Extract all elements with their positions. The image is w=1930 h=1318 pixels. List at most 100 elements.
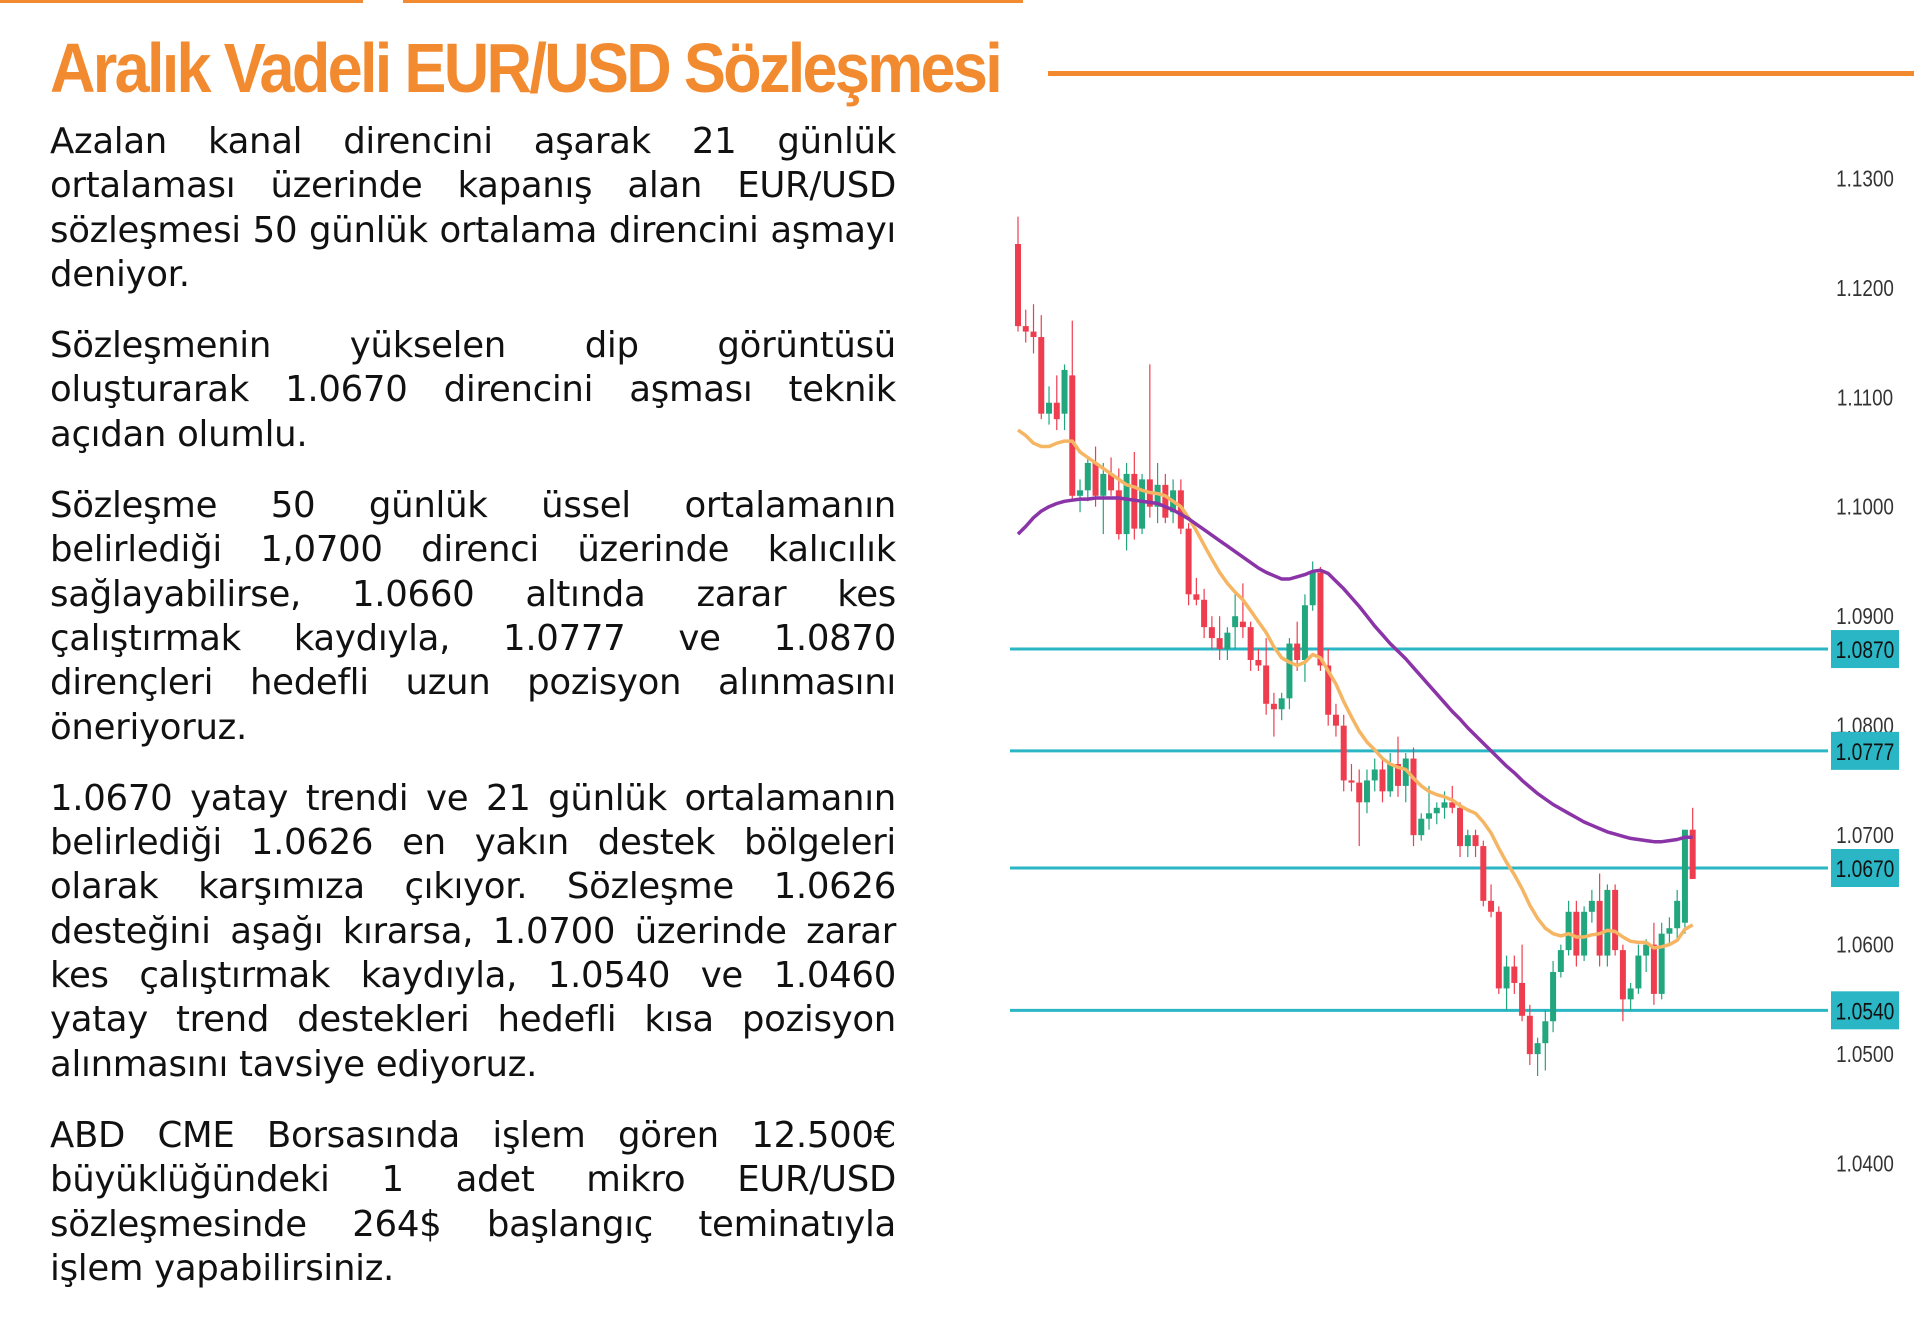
candle-body bbox=[1084, 462, 1091, 491]
candle-body bbox=[1681, 829, 1688, 923]
candle-body bbox=[1394, 764, 1401, 786]
candle-body bbox=[1426, 813, 1433, 819]
candle-body bbox=[1433, 807, 1440, 814]
candle-body bbox=[1674, 900, 1681, 929]
candle-body bbox=[1108, 473, 1115, 491]
candle-body bbox=[1604, 889, 1611, 956]
y-tick-label: 1.0900 bbox=[1836, 605, 1894, 630]
candle-body bbox=[1053, 402, 1060, 420]
candle-body bbox=[1309, 572, 1316, 606]
candle-body bbox=[1363, 780, 1370, 803]
candle-body bbox=[1263, 665, 1270, 704]
level-label: 1.0670 bbox=[1836, 855, 1895, 883]
candle-body bbox=[1356, 782, 1363, 803]
top-accent-left bbox=[0, 0, 363, 3]
candle-body bbox=[1441, 802, 1448, 808]
candle-body bbox=[1371, 769, 1378, 781]
candle-body bbox=[1239, 621, 1246, 628]
candle-body bbox=[1542, 1021, 1549, 1044]
candle-body bbox=[1565, 911, 1572, 951]
candle-body bbox=[1255, 660, 1262, 666]
candle-body bbox=[1046, 402, 1053, 414]
candle-body bbox=[1340, 725, 1347, 781]
level-label: 1.0540 bbox=[1836, 997, 1895, 1025]
candle-body bbox=[1581, 911, 1588, 956]
candle-body bbox=[1550, 972, 1557, 1022]
y-tick-label: 1.0700 bbox=[1836, 823, 1894, 848]
level-label: 1.0870 bbox=[1836, 636, 1895, 664]
candle-body bbox=[1348, 780, 1355, 783]
candle-body bbox=[1069, 375, 1076, 496]
candle-body bbox=[1387, 764, 1394, 792]
candle-body bbox=[1139, 479, 1146, 529]
candle-body bbox=[1332, 714, 1339, 726]
candle-body bbox=[1100, 473, 1107, 496]
candle-body bbox=[1588, 900, 1595, 912]
candle-body bbox=[1418, 818, 1425, 836]
ema50-line bbox=[1016, 496, 1693, 844]
top-accent-right bbox=[403, 0, 1023, 3]
candle-body bbox=[1185, 528, 1192, 595]
page-title: Aralık Vadeli EUR/USD Sözleşmesi bbox=[50, 29, 1003, 107]
paragraph: 1.0670 yatay trendi ve 21 günlük ortalam… bbox=[50, 777, 896, 1085]
candle-body bbox=[1534, 1043, 1541, 1055]
candle-body bbox=[1472, 835, 1479, 847]
candle-body bbox=[1193, 594, 1200, 600]
candle-body bbox=[1643, 944, 1650, 956]
candle-body bbox=[1201, 599, 1208, 628]
candle-body bbox=[1208, 627, 1215, 639]
candle-body bbox=[1596, 900, 1603, 956]
candle-body bbox=[1573, 911, 1580, 956]
candle-body bbox=[1658, 933, 1665, 994]
candle-body bbox=[1278, 698, 1285, 710]
candle-body bbox=[1294, 643, 1301, 660]
y-tick-label: 1.1100 bbox=[1837, 386, 1893, 411]
level-label-bg bbox=[1831, 849, 1899, 887]
eurusd-candlestick-chart: 1.13001.12001.11001.10001.09001.08001.07… bbox=[1010, 167, 1899, 1177]
candle-body bbox=[1526, 1015, 1533, 1055]
candle-body bbox=[1015, 244, 1021, 327]
candle-body bbox=[1038, 337, 1045, 414]
candle-body bbox=[1488, 900, 1495, 912]
candle-body bbox=[1627, 988, 1634, 1000]
candle-body bbox=[1666, 928, 1673, 934]
candle-body bbox=[1123, 473, 1130, 535]
candle-body bbox=[1464, 835, 1471, 847]
candle-body bbox=[1286, 643, 1293, 699]
candle-body bbox=[1495, 911, 1502, 989]
y-tick-label: 1.1000 bbox=[1836, 495, 1894, 520]
candle-body bbox=[1301, 605, 1308, 660]
candle-body bbox=[1061, 369, 1068, 414]
paragraph: Sözleşme 50 günlük üssel ortalamanın bel… bbox=[50, 485, 896, 748]
paragraph: Azalan kanal direncini aşarak 21 günlük … bbox=[50, 121, 896, 295]
y-tick-label: 1.0400 bbox=[1836, 1152, 1894, 1177]
candle-body bbox=[1325, 665, 1332, 715]
y-tick-label: 1.1200 bbox=[1836, 276, 1894, 301]
candle-body bbox=[1224, 632, 1231, 650]
candle-body bbox=[1457, 807, 1464, 847]
candle-body bbox=[1270, 703, 1277, 710]
candle-body bbox=[1612, 889, 1619, 951]
candle-body bbox=[1689, 829, 1696, 879]
candle-body bbox=[1650, 944, 1657, 994]
candle-body bbox=[1030, 331, 1037, 338]
ema21-line bbox=[1016, 428, 1694, 950]
candle-body bbox=[1379, 769, 1386, 792]
candle-body bbox=[1635, 955, 1642, 989]
y-tick-label: 1.0500 bbox=[1836, 1042, 1894, 1067]
candle-body bbox=[1410, 758, 1417, 836]
candle-body bbox=[1092, 462, 1099, 496]
candle-body bbox=[1402, 758, 1409, 786]
candle-body bbox=[1115, 490, 1122, 535]
candle-body bbox=[1519, 982, 1526, 1016]
candle-body bbox=[1154, 484, 1161, 507]
candle-body bbox=[1503, 966, 1510, 989]
candle-body bbox=[1449, 802, 1456, 808]
candle-body bbox=[1247, 627, 1254, 660]
candle-body bbox=[1317, 572, 1324, 666]
level-label: 1.0777 bbox=[1836, 738, 1895, 766]
candle-body bbox=[1557, 950, 1564, 972]
candle-body bbox=[1232, 616, 1239, 628]
candle-body bbox=[1216, 638, 1223, 650]
y-tick-label: 1.1300 bbox=[1836, 167, 1894, 192]
